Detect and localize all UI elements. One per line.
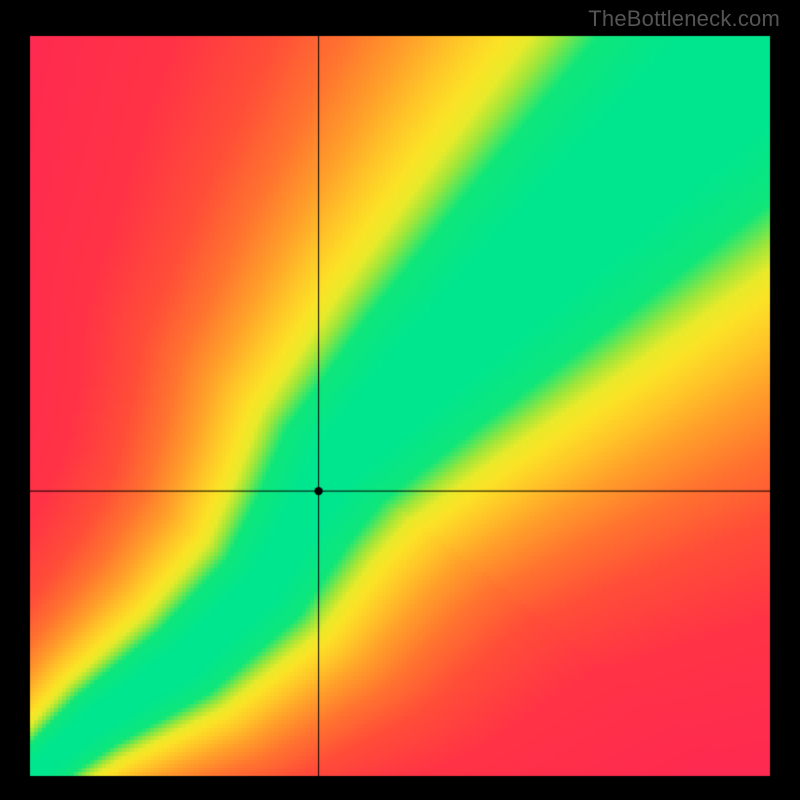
watermark-text: TheBottleneck.com	[588, 6, 780, 32]
bottleneck-heatmap	[0, 0, 800, 800]
